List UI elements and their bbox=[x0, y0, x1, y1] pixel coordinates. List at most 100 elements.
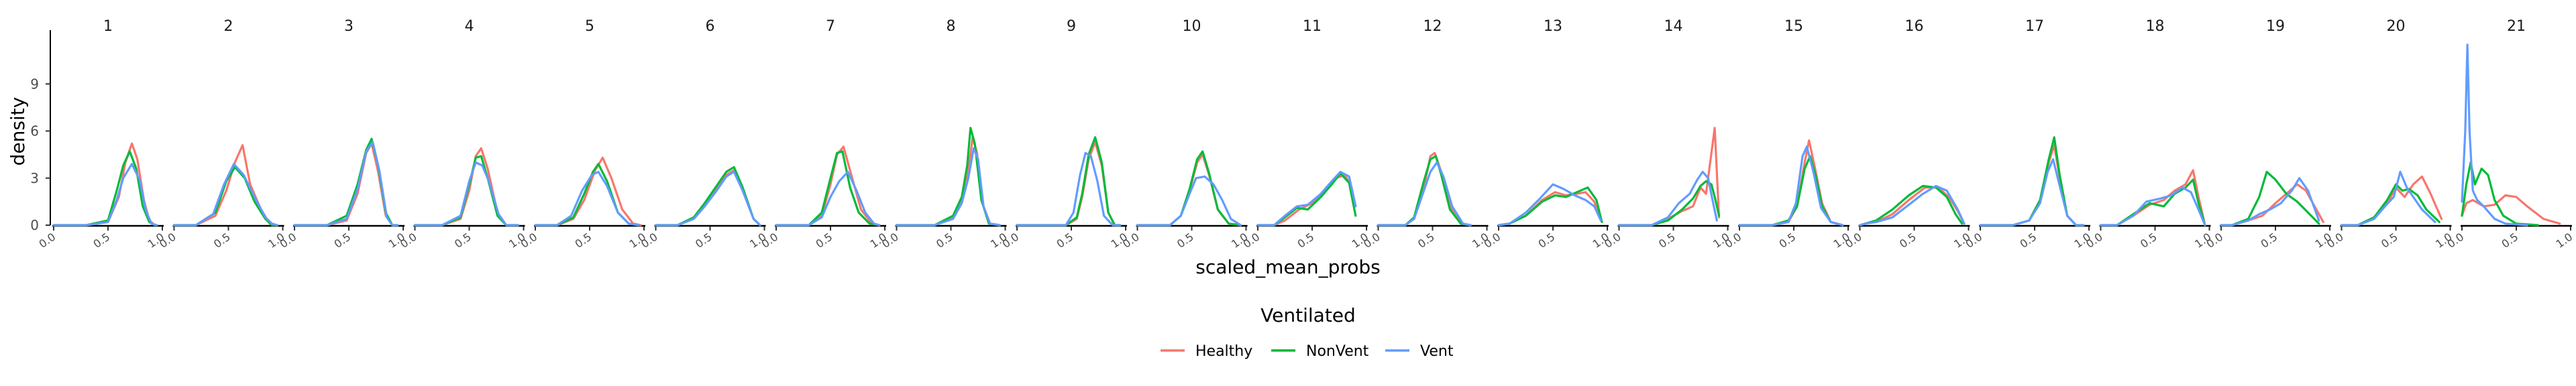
facet-panel-20: 200.0 0.5 1.0 bbox=[2324, 18, 2455, 251]
facet-strip-label: 10 bbox=[1183, 18, 1201, 35]
density-line-healthy bbox=[2461, 194, 2561, 225]
x-tick-label: 0.5 bbox=[573, 231, 594, 251]
facet-panel-15: 150.0 0.5 1.0 bbox=[1723, 18, 1853, 251]
facet-panel-4: 40.0 0.5 1.0 bbox=[398, 18, 528, 251]
facet-strip-label: 16 bbox=[1905, 18, 1924, 35]
density-line-nonvent bbox=[2099, 178, 2206, 227]
density-line-nonvent bbox=[2461, 161, 2539, 227]
facet-panel-18: 180.0 0.5 1.0 bbox=[2084, 18, 2214, 251]
legend-item-nonvent: NonVent bbox=[1271, 343, 1369, 360]
y-axis: 0 3 6 9 bbox=[30, 30, 51, 233]
x-tick-label: 0.5 bbox=[1536, 231, 1558, 251]
facet-strip-label: 20 bbox=[2387, 18, 2406, 35]
facet-panel-3: 30.0 0.5 1.0 bbox=[278, 18, 408, 251]
x-tick-label: 0.5 bbox=[2018, 231, 2039, 251]
density-line-vent bbox=[52, 163, 158, 227]
x-tick-label: 0.5 bbox=[1175, 231, 1196, 251]
density-line-nonvent bbox=[172, 166, 278, 227]
facet-strip-label: 1 bbox=[103, 18, 113, 35]
x-tick-label: 0.5 bbox=[693, 231, 714, 251]
y-tick-label: 6 bbox=[30, 123, 39, 139]
legend-title: Ventilated bbox=[1260, 304, 1356, 326]
density-line-vent bbox=[1497, 183, 1602, 227]
facet-strip-label: 7 bbox=[826, 18, 835, 35]
facet-strip-label: 6 bbox=[706, 18, 715, 35]
density-line-healthy bbox=[1256, 174, 1357, 227]
facet-strip-label: 3 bbox=[344, 18, 354, 35]
density-line-vent bbox=[1016, 151, 1122, 227]
x-tick-label: 0.5 bbox=[332, 231, 354, 251]
legend-item-healthy: Healthy bbox=[1161, 343, 1252, 360]
facet-strip-label: 5 bbox=[585, 18, 594, 35]
facet-strip-label: 4 bbox=[465, 18, 474, 35]
density-line-nonvent bbox=[2220, 170, 2320, 227]
density-line-vent bbox=[2099, 186, 2206, 227]
x-tick-label: 0.5 bbox=[452, 231, 474, 251]
density-line-nonvent bbox=[2340, 183, 2440, 227]
facet-strip-label: 15 bbox=[1784, 18, 1803, 35]
facet-strip-label: 17 bbox=[2025, 18, 2044, 35]
density-line-nonvent bbox=[775, 150, 881, 227]
density-line-vent bbox=[1979, 158, 2085, 227]
facet-strip-label: 21 bbox=[2507, 18, 2526, 35]
facet-panel-12: 120.0 0.5 1.0 bbox=[1361, 18, 1491, 251]
x-tick-label: 1.0 bbox=[2554, 231, 2575, 251]
x-tick-label: 0.5 bbox=[814, 231, 835, 251]
y-axis-title: density bbox=[7, 97, 29, 166]
density-line-healthy bbox=[534, 156, 642, 227]
x-tick-label: 0.5 bbox=[1777, 231, 1799, 251]
density-line-healthy bbox=[2099, 169, 2206, 227]
x-tick-label: 0.5 bbox=[1897, 231, 1919, 251]
facet-strip-label: 12 bbox=[1424, 18, 1442, 35]
facet-strip-label: 9 bbox=[1067, 18, 1076, 35]
y-tick-label: 9 bbox=[30, 76, 39, 92]
legend-label: NonVent bbox=[1306, 343, 1369, 360]
legend: Healthy NonVent Vent bbox=[1161, 343, 1454, 360]
density-line-vent bbox=[534, 170, 640, 227]
facet-panel-1: 10.0 0.5 1.0 bbox=[37, 18, 167, 251]
density-line-healthy bbox=[413, 147, 519, 227]
facet-panel-8: 80.0 0.5 1.0 bbox=[879, 18, 1010, 251]
facet-panel-19: 190.0 0.5 1.0 bbox=[2204, 18, 2334, 251]
facet-panel-9: 90.0 0.5 1.0 bbox=[1000, 18, 1130, 251]
facet-panel-6: 60.0 0.5 1.0 bbox=[639, 18, 769, 251]
density-line-nonvent bbox=[1016, 136, 1122, 227]
density-line-healthy bbox=[1617, 127, 1721, 227]
density-line-vent bbox=[2220, 177, 2320, 227]
density-line-vent bbox=[895, 147, 1001, 227]
facet-panel-11: 110.0 0.5 1.0 bbox=[1241, 18, 1371, 251]
density-line-vent bbox=[172, 163, 278, 227]
density-line-vent bbox=[775, 170, 881, 227]
density-line-nonvent bbox=[1617, 180, 1721, 227]
facet-strip-label: 19 bbox=[2266, 18, 2285, 35]
facet-strip-label: 14 bbox=[1664, 18, 1683, 35]
facet-strip-label: 13 bbox=[1544, 18, 1562, 35]
x-axis-title: scaled_mean_probs bbox=[1195, 256, 1381, 278]
x-tick-label: 0.5 bbox=[2379, 231, 2400, 251]
x-tick-label: 0.5 bbox=[2259, 231, 2280, 251]
facet-panel-13: 130.0 0.5 1.0 bbox=[1482, 18, 1612, 251]
density-line-vent bbox=[1377, 161, 1472, 227]
facet-panel-5: 50.0 0.5 1.0 bbox=[519, 18, 649, 251]
facet-panel-17: 170.0 0.5 1.0 bbox=[1964, 18, 2094, 251]
legend-item-vent: Vent bbox=[1385, 343, 1454, 360]
x-tick-label: 0.5 bbox=[1656, 231, 1678, 251]
legend-label: Vent bbox=[1420, 343, 1454, 360]
facet-panel-7: 70.0 0.5 1.0 bbox=[759, 18, 890, 251]
density-line-vent bbox=[1858, 184, 1966, 227]
y-tick-label: 0 bbox=[30, 217, 39, 233]
x-tick-label: 0.5 bbox=[1055, 231, 1076, 251]
x-tick-label: 0.5 bbox=[2500, 231, 2521, 251]
density-line-nonvent bbox=[1979, 136, 2085, 227]
facet-panel-16: 160.0 0.5 1.0 bbox=[1843, 18, 1973, 251]
facet-panels: 1 0.0 0.5 1.0 20.0 0.5 1.030.0 0.5 1.040.0 0.5 1.0… bbox=[37, 18, 2575, 251]
x-tick-label: 0.5 bbox=[2138, 231, 2159, 251]
x-tick-label: 0.5 bbox=[1415, 231, 1437, 251]
x-tick-label: 0.0 bbox=[37, 231, 58, 251]
x-tick-label: 0.5 bbox=[211, 231, 233, 251]
x-tick-label: 0.5 bbox=[934, 231, 955, 251]
facet-panel-21: 210.0 0.5 1.0 bbox=[2445, 18, 2575, 251]
density-line-nonvent bbox=[1497, 186, 1603, 227]
density-line-nonvent bbox=[52, 150, 156, 227]
